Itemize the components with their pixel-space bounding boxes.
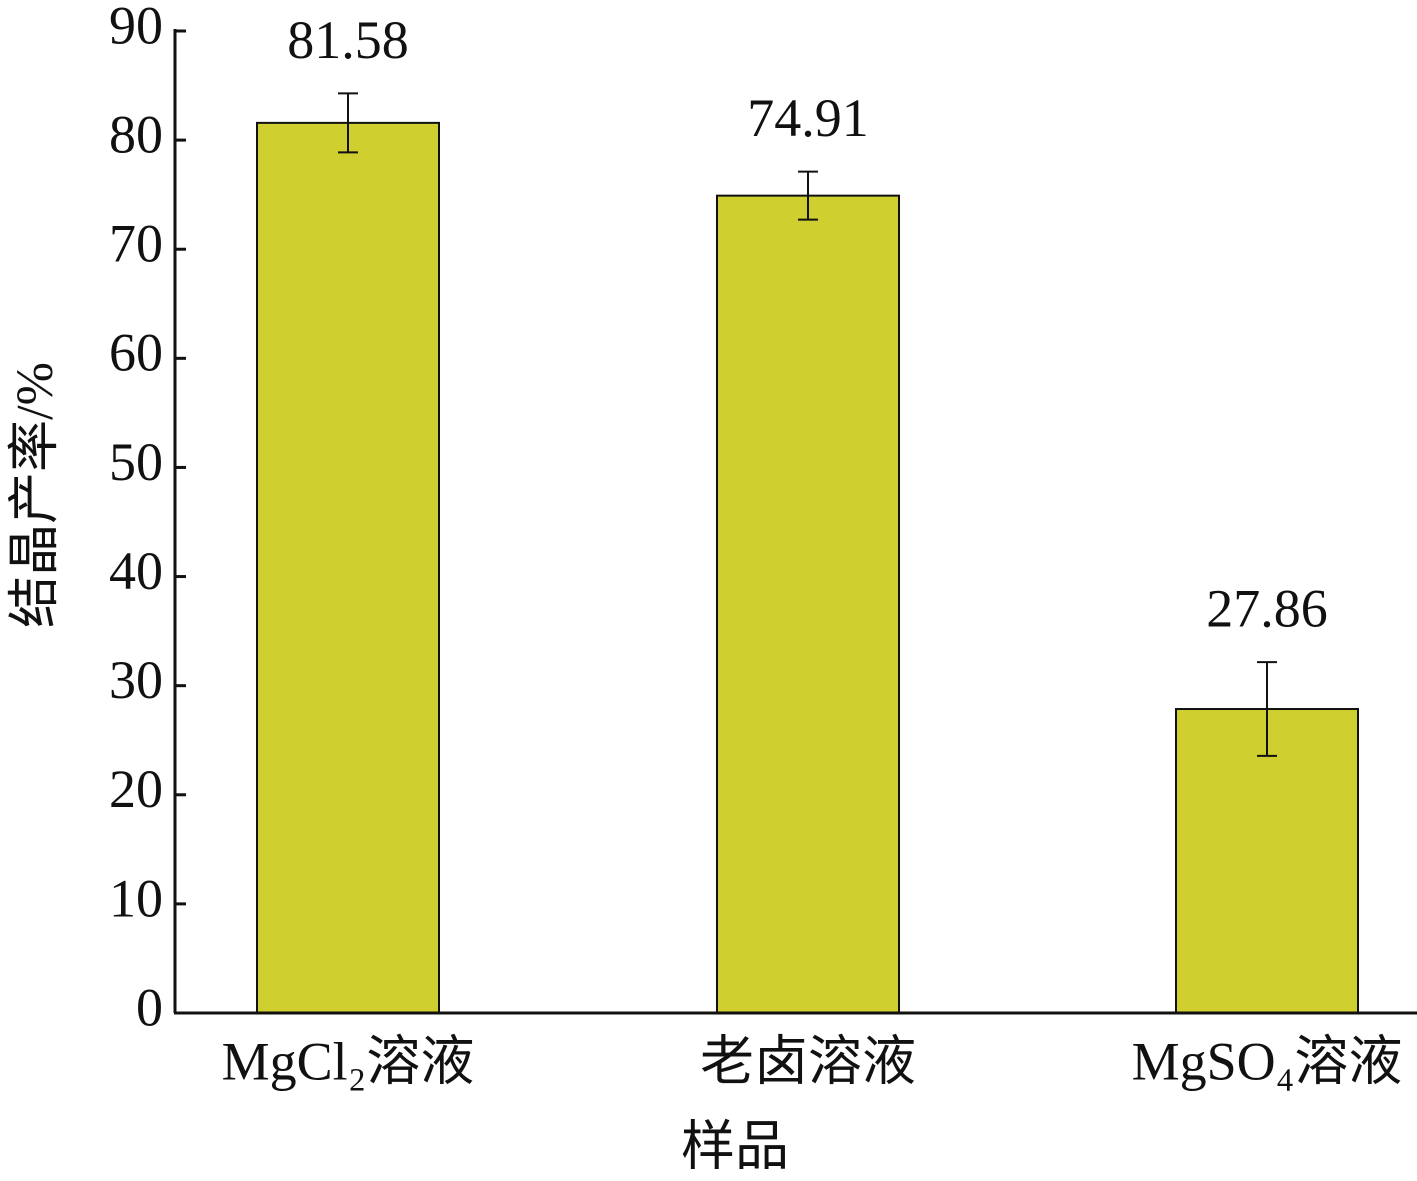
error-bar [798, 170, 818, 221]
y-tick-label: 20 [109, 759, 163, 819]
x-tick-label: 老卤溶液 [700, 1031, 916, 1091]
error-bar [338, 92, 358, 154]
x-tick-label: MgCl₂溶液 [222, 1031, 475, 1091]
value-label: 81.58 [287, 10, 409, 70]
x-axis-label: 样品 [681, 1116, 789, 1176]
y-axis-label: 结晶产率/% [7, 362, 64, 628]
bar [256, 121, 440, 1014]
y-tick-label: 90 [109, 0, 163, 55]
y-tick-label: 10 [109, 868, 163, 928]
y-tick-label: 40 [109, 541, 163, 601]
y-tick-label: 30 [109, 650, 163, 710]
y-tick-label: 50 [109, 432, 163, 492]
bar [1175, 708, 1359, 1014]
value-label: 74.91 [747, 88, 869, 148]
y-tick-label: 60 [109, 323, 163, 383]
y-tick-label: 70 [109, 214, 163, 274]
y-tick-label: 80 [109, 105, 163, 165]
value-label: 27.86 [1206, 578, 1328, 638]
x-tick-label: MgSO₄溶液 [1132, 1031, 1403, 1091]
error-bar [1257, 661, 1277, 757]
y-tick-label: 0 [136, 977, 163, 1037]
bar [716, 194, 900, 1014]
